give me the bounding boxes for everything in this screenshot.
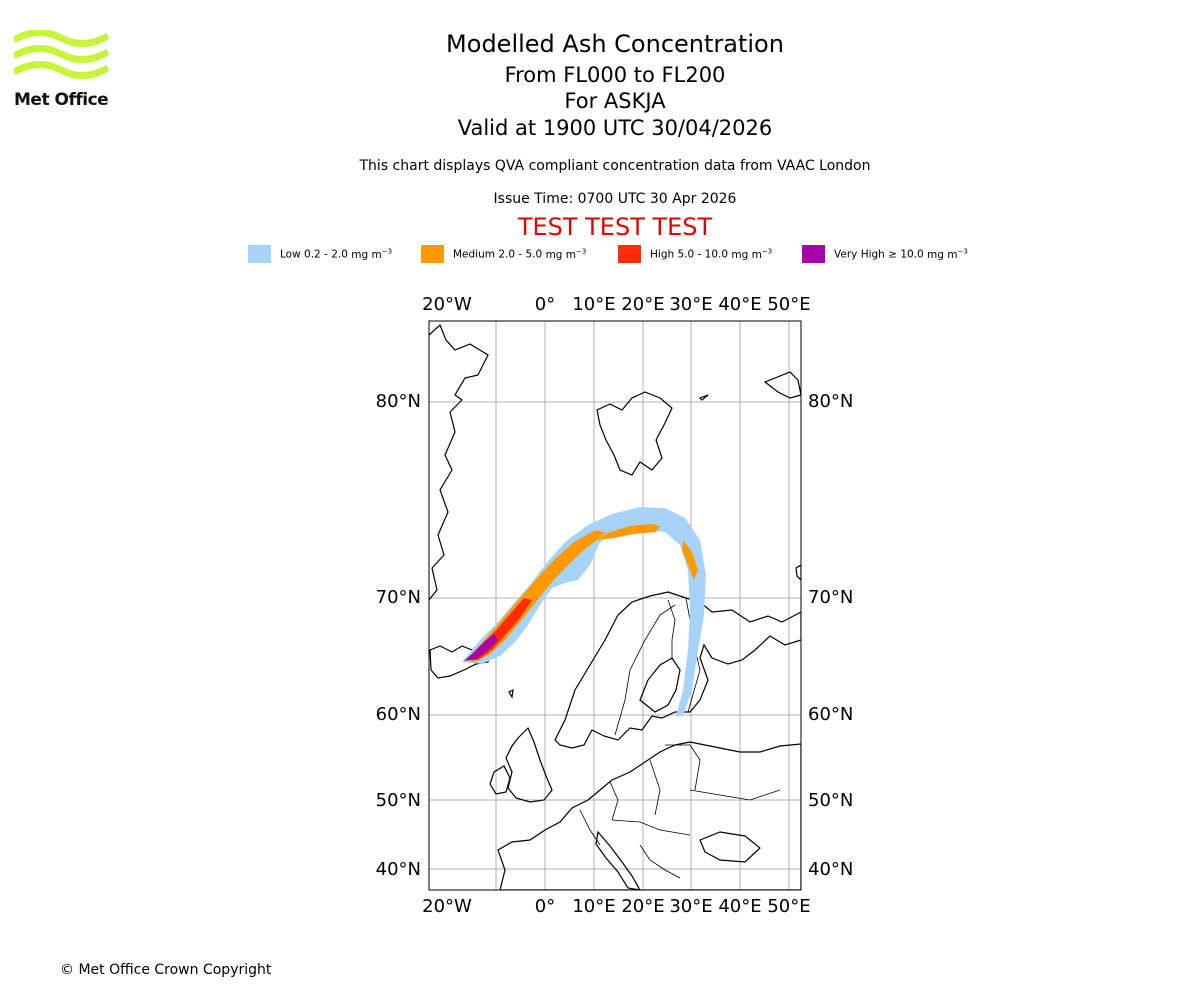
legend-range: ≥ 10.0 xyxy=(888,248,924,261)
lon-labels-top: 20°W 0° 10°E 20°E 30°E 40°E 50°E xyxy=(422,294,810,315)
coastline-continental-europe xyxy=(497,741,801,890)
lat-label: 80°N xyxy=(808,391,853,412)
lat-label: 70°N xyxy=(808,587,853,608)
volcano-name: For ASKJA xyxy=(564,89,666,113)
lon-label: 20°W xyxy=(422,294,472,315)
legend-item-medium: Medium 2.0 - 5.0 mg m−3 xyxy=(421,244,586,264)
lon-label: 30°E xyxy=(669,896,712,917)
legend-swatch-very-high xyxy=(802,245,825,263)
legend-unit-exponent: −3 xyxy=(957,247,968,256)
lon-label: 50°E xyxy=(767,294,810,315)
legend-item-low: Low 0.2 - 2.0 mg m−3 xyxy=(248,244,392,264)
issue-time: Issue Time: 0700 UTC 30 Apr 2026 xyxy=(493,191,737,207)
coastline-svalbard xyxy=(596,391,673,476)
lat-labels-right: 80°N 70°N 60°N 50°N 40°N xyxy=(808,391,853,880)
border-sweden-finland xyxy=(667,599,676,660)
lat-label: 50°N xyxy=(376,790,421,811)
coastline-kvitoya xyxy=(698,394,709,401)
lon-label: 40°E xyxy=(718,896,761,917)
ash-plume-medium-turn xyxy=(682,540,698,580)
lat-label: 50°N xyxy=(808,790,853,811)
lon-label: 0° xyxy=(535,896,555,917)
lon-label: 10°E xyxy=(572,294,615,315)
legend-unit-exponent: −3 xyxy=(381,247,393,256)
legend-unit: mg m xyxy=(545,248,577,261)
coastlines xyxy=(429,323,801,890)
test-banner: TEST TEST TEST xyxy=(517,213,713,241)
legend-swatch-medium xyxy=(421,245,444,263)
lon-label: 0° xyxy=(535,294,555,315)
coastline-gulf-of-bothnia xyxy=(639,657,681,713)
logo-text: Met Office xyxy=(14,90,109,110)
borders xyxy=(579,597,781,879)
legend-item-high: High 5.0 - 10.0 mg m−3 xyxy=(618,244,772,264)
coastline-franz-josef-land xyxy=(763,371,801,399)
lon-label: 30°E xyxy=(669,294,712,315)
lat-label: 60°N xyxy=(376,704,421,725)
lon-label: 10°E xyxy=(572,896,615,917)
legend-unit: mg m xyxy=(927,248,958,261)
flight-level-range: From FL000 to FL200 xyxy=(504,63,726,87)
legend-swatch-low xyxy=(248,245,271,263)
coastline-scandinavia xyxy=(554,591,801,749)
ash-plume-very-high xyxy=(464,634,498,661)
lat-label: 40°N xyxy=(808,859,853,880)
lon-label: 20°E xyxy=(621,896,664,917)
lon-label: 40°E xyxy=(718,294,761,315)
border-central-europe xyxy=(611,819,691,836)
legend-name: High xyxy=(650,248,675,261)
border-france-germany xyxy=(579,809,601,846)
lon-labels-bottom: 20°W 0° 10°E 20°E 30°E 40°E 50°E xyxy=(422,896,810,917)
met-office-wave-icon xyxy=(12,29,110,79)
legend-swatch-high xyxy=(618,245,641,263)
coastline-black-sea xyxy=(699,831,761,863)
lat-label: 40°N xyxy=(376,859,421,880)
legend-range: 2.0 - 5.0 xyxy=(498,248,543,261)
legend-name: Very High xyxy=(834,248,885,261)
coastline-greenland xyxy=(429,323,489,601)
coastline-novaya-zemlya xyxy=(795,564,801,581)
coastline-ireland xyxy=(489,765,511,795)
lon-label: 20°W xyxy=(422,896,472,917)
ash-plume xyxy=(462,507,706,716)
border-baltics xyxy=(665,744,701,791)
legend-unit-exponent: −3 xyxy=(761,247,773,256)
border-ukraine xyxy=(689,789,781,801)
legend-range: 0.2 - 2.0 xyxy=(304,248,348,261)
lat-label: 60°N xyxy=(808,704,853,725)
legend-name: Medium xyxy=(453,248,495,261)
legend-unit-exponent: −3 xyxy=(576,247,587,256)
coastline-faroe xyxy=(508,688,514,699)
lon-label: 20°E xyxy=(621,294,664,315)
legend-unit: mg m xyxy=(731,248,762,261)
lat-label: 70°N xyxy=(376,587,421,608)
lat-label: 80°N xyxy=(376,391,421,412)
border-poland-east xyxy=(649,759,661,816)
chart-title: Modelled Ash Concentration xyxy=(446,30,784,58)
met-office-logo: Met Office xyxy=(12,29,110,112)
ash-plume-medium-east xyxy=(596,524,660,540)
border-balkans xyxy=(639,844,681,879)
lon-label: 50°E xyxy=(767,896,810,917)
copyright-notice: © Met Office Crown Copyright xyxy=(60,962,272,978)
coastline-great-britain xyxy=(505,726,553,803)
border-norway-sweden xyxy=(614,604,676,736)
coastline-italy xyxy=(595,830,641,890)
legend-range: 5.0 - 10.0 xyxy=(677,248,729,261)
legend-name: Low xyxy=(280,248,301,261)
map-frame xyxy=(428,320,802,891)
border-germany-poland xyxy=(609,781,619,821)
chart-description: This chart displays QVA compliant concen… xyxy=(359,158,871,174)
valid-time: Valid at 1900 UTC 30/04/2026 xyxy=(457,116,773,140)
legend-item-very-high: Very High ≥ 10.0 mg m−3 xyxy=(802,244,968,264)
lat-labels-left: 80°N 70°N 60°N 50°N 40°N xyxy=(376,391,421,880)
legend-unit: mg m xyxy=(351,248,382,261)
